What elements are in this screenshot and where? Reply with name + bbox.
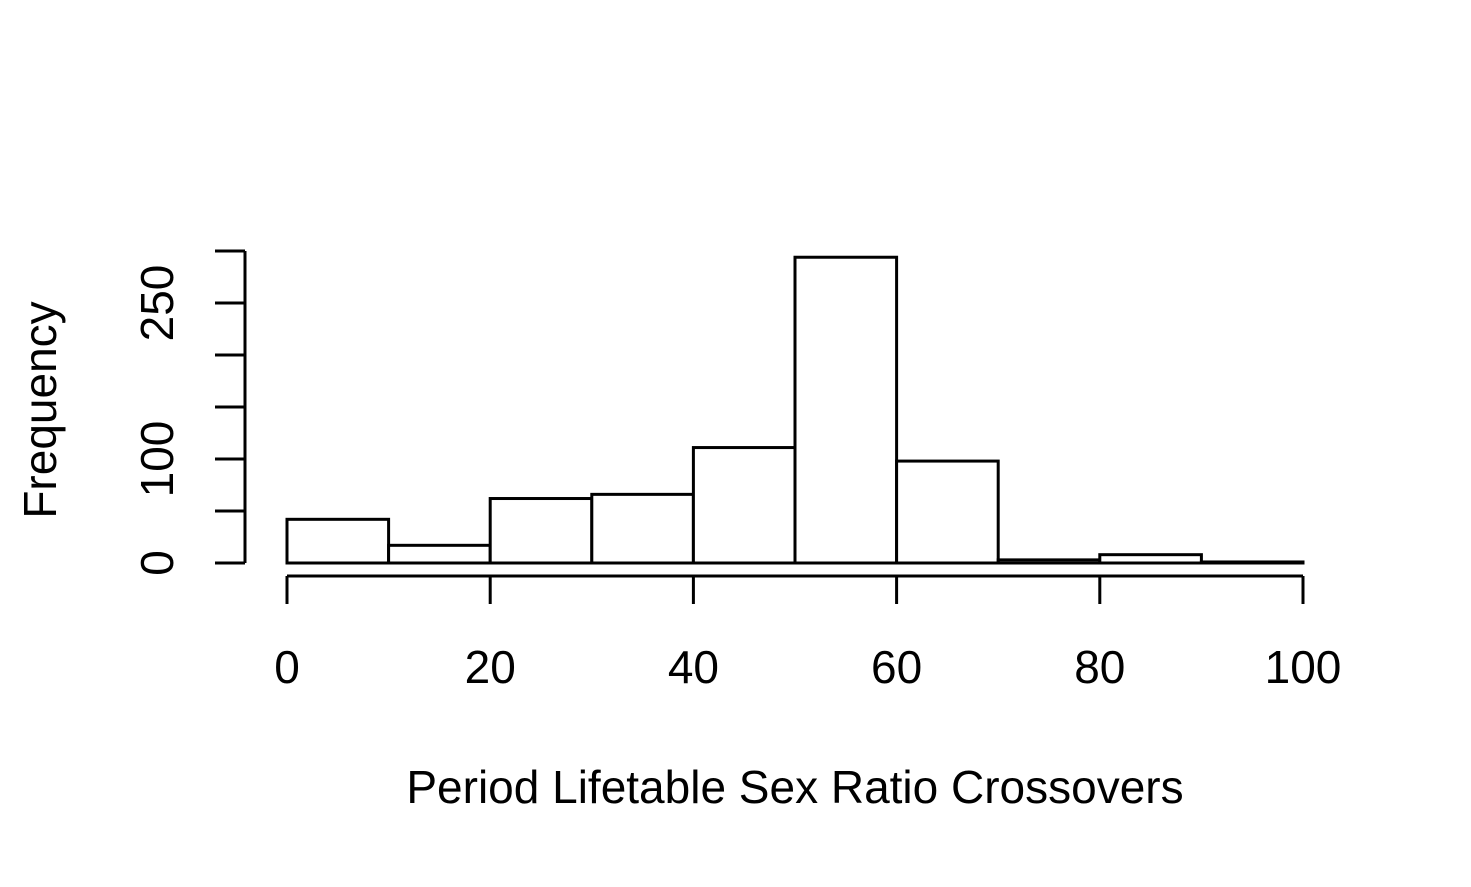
bars-layer — [285, 255, 1305, 565]
y-axis: 0 100 250 — [131, 249, 247, 576]
x-axis-tick-label: 0 — [274, 641, 300, 693]
x-axis: 0 20 40 60 80 100 — [274, 574, 1342, 693]
x-axis-tick-label: 20 — [465, 641, 516, 693]
y-axis-tick-label: 0 — [131, 550, 183, 576]
x-axis-tick-label: 40 — [668, 641, 719, 693]
histogram-bar-90-100 — [1199, 560, 1305, 565]
histogram-bar-70-80 — [996, 558, 1102, 565]
histogram-bar-10-20 — [387, 543, 492, 565]
x-axis-title: Period Lifetable Sex Ratio Crossovers — [406, 761, 1183, 813]
y-axis-tick-label: 250 — [131, 265, 183, 342]
histogram-bar-0-10 — [285, 517, 391, 565]
x-axis-tick-label: 80 — [1074, 641, 1125, 693]
histogram-bar-40-50 — [691, 446, 797, 565]
histogram-bar-60-70 — [895, 459, 1000, 565]
histogram-bar-50-60 — [793, 255, 899, 565]
x-axis-tick-label: 100 — [1265, 641, 1342, 693]
y-axis-tick-label: 100 — [131, 421, 183, 498]
histogram-bar-20-30 — [488, 497, 594, 565]
x-axis-tick-label: 60 — [871, 641, 922, 693]
y-axis-title: Frequency — [14, 301, 66, 518]
histogram-bar-30-40 — [590, 492, 695, 565]
histogram-bar-80-90 — [1098, 553, 1203, 565]
